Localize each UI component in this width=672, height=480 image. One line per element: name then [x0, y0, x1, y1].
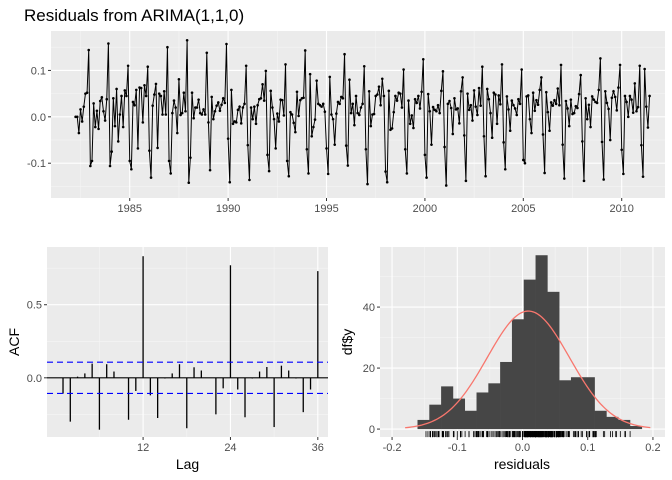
- x-tick-label: 1995: [314, 203, 338, 215]
- y-tick-label: -0.1: [27, 158, 46, 170]
- acf-bars: [47, 256, 328, 430]
- y-tick-label: 0.5: [27, 300, 42, 312]
- x-tick-label: 24: [224, 442, 236, 454]
- histogram-bar: [606, 416, 619, 430]
- x-tick-label: -0.2: [383, 442, 402, 454]
- grid-lines: [51, 31, 665, 198]
- histogram-bar: [535, 255, 548, 430]
- histogram-bar: [559, 380, 572, 430]
- histogram-bar: [618, 419, 631, 430]
- x-tick-label: 12: [137, 442, 149, 454]
- histogram-bar: [464, 410, 477, 430]
- histogram-bars: [405, 255, 651, 438]
- x-tick-label: 0.1: [580, 442, 595, 454]
- y-tick-label: 0.1: [31, 65, 46, 77]
- axes: 1985 1990 1995 2000 2005 2010 -0.1 0.0 0.1: [27, 65, 634, 215]
- x-tick-label: 0.0: [515, 442, 530, 454]
- histogram-bar: [511, 319, 525, 430]
- axes: -0.2 -0.1 0.0 0.1 0.2 0 20 40: [363, 302, 661, 454]
- x-axis-label: residuals: [494, 456, 550, 472]
- y-tick-label: 0.0: [31, 112, 46, 124]
- panel-background: [51, 31, 665, 198]
- x-tick-label: 36: [312, 442, 324, 454]
- x-tick-label: 1990: [216, 203, 240, 215]
- y-tick-label: 20: [363, 363, 375, 375]
- normal-density-curve: [405, 310, 651, 429]
- x-axis-label: Lag: [176, 456, 199, 472]
- y-tick-label: 40: [363, 302, 375, 314]
- y-tick-label: 0: [369, 424, 375, 436]
- x-tick-label: 2000: [413, 203, 437, 215]
- y-axis-label: df$y: [339, 329, 355, 355]
- panel-background: [47, 247, 328, 437]
- residual-series-line: [74, 38, 651, 187]
- y-tick-label: 0.0: [27, 373, 42, 385]
- x-tick-label: 0.2: [645, 442, 660, 454]
- x-tick-label: 1985: [117, 203, 141, 215]
- x-tick-label: -0.1: [448, 442, 467, 454]
- chart-title: Residuals from ARIMA(1,1,0): [24, 6, 244, 25]
- histogram-bar: [523, 279, 536, 430]
- x-tick-label: 2005: [511, 203, 535, 215]
- histogram-bar: [429, 404, 442, 430]
- x-tick-label: 2010: [609, 203, 633, 215]
- histogram-bar: [488, 383, 501, 430]
- histogram-bar: [594, 410, 607, 430]
- axes: 12 24 36 0.0 0.5: [27, 300, 324, 454]
- histogram-bar: [476, 392, 489, 430]
- y-axis-label: ACF: [6, 328, 22, 356]
- histogram-bar: [629, 426, 643, 430]
- histogram-bar: [500, 361, 513, 430]
- histogram-bar: [570, 377, 584, 430]
- acf-panel: 12 24 36 0.0 0.5 Lag ACF: [6, 247, 328, 472]
- histogram-bar: [582, 377, 595, 430]
- histogram-bar: [441, 386, 454, 430]
- residuals-time-series-panel: Residuals from ARIMA(1,1,0) 1985 1990 1995…: [24, 6, 665, 215]
- histogram-bar: [452, 398, 466, 430]
- histogram-panel: -0.2 -0.1 0.0 0.1 0.2 0 20 40 residuals df$y: [339, 247, 665, 472]
- histogram-bar: [547, 291, 560, 430]
